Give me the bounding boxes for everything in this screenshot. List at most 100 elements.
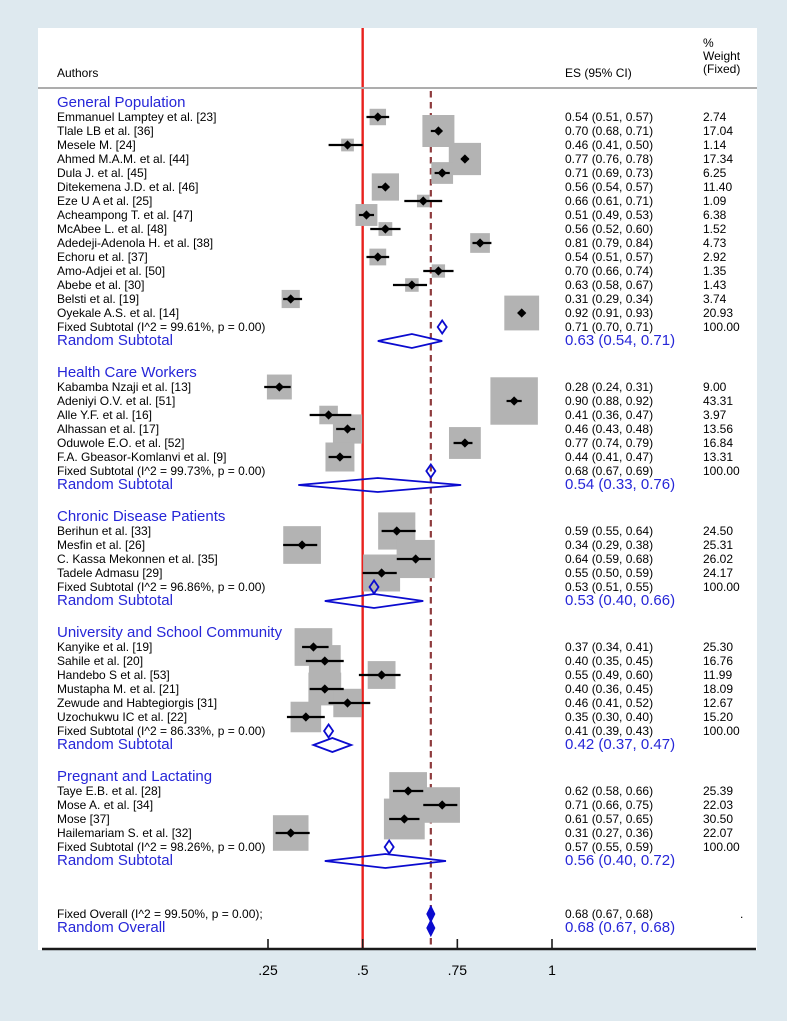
study-es-value: 0.35 (0.30, 0.40) bbox=[565, 710, 654, 724]
study-author-label: Adeniyi O.V. et al. [51] bbox=[57, 394, 176, 408]
study-weight-value: 16.84 bbox=[703, 436, 734, 450]
fixed-subtotal-diamond bbox=[425, 462, 437, 480]
study-es-value: 0.63 (0.58, 0.67) bbox=[565, 278, 654, 292]
point-estimate-marker bbox=[437, 168, 447, 178]
study-weight-value: 2.74 bbox=[703, 110, 727, 124]
study-author-label: Dula J. et al. [45] bbox=[57, 166, 148, 180]
fixed-subtotal-es-value: 0.53 (0.51, 0.55) bbox=[565, 580, 654, 594]
study-author-label: Alle Y.F. et al. [16] bbox=[57, 408, 152, 422]
point-estimate-marker bbox=[407, 280, 417, 290]
study-es-value: 0.70 (0.66, 0.74) bbox=[565, 264, 654, 278]
study-author-label: Mose A. et al. [34] bbox=[57, 798, 154, 812]
point-estimate-marker bbox=[437, 800, 447, 810]
fixed-subtotal-diamond bbox=[322, 722, 335, 740]
study-author-label: Ahmed M.A.M. et al. [44] bbox=[57, 152, 190, 166]
study-author-label: Belsti et al. [19] bbox=[57, 292, 140, 306]
study-weight-value: 1.14 bbox=[703, 138, 727, 152]
study-author-label: Kanyike et al. [19] bbox=[57, 640, 153, 654]
study-weight-value: 11.99 bbox=[703, 668, 733, 682]
point-estimate-marker bbox=[418, 196, 428, 206]
point-estimate-marker bbox=[377, 568, 387, 578]
study-weight-value: 22.07 bbox=[703, 826, 734, 840]
study-weight-value: 6.25 bbox=[703, 166, 727, 180]
random-subtotal-label: Random Subtotal bbox=[57, 332, 173, 349]
study-author-label: Kabamba Nzaji et al. [13] bbox=[57, 380, 192, 394]
study-weight-value: 15.20 bbox=[703, 710, 734, 724]
study-es-value: 0.70 (0.68, 0.71) bbox=[565, 124, 654, 138]
study-weight-value: 12.67 bbox=[703, 696, 734, 710]
fixed-subtotal-label: Fixed Subtotal (I^2 = 96.86%, p = 0.00) bbox=[57, 580, 266, 594]
point-estimate-marker bbox=[399, 814, 409, 824]
study-author-label: F.A. Gbeasor-Komlanvi et al. [9] bbox=[57, 450, 227, 464]
pooled-diamond-filled bbox=[426, 918, 436, 938]
study-es-value: 0.66 (0.61, 0.71) bbox=[565, 194, 654, 208]
study-author-label: Tlale LB et al. [36] bbox=[57, 124, 154, 138]
study-es-value: 0.81 (0.79, 0.84) bbox=[565, 236, 654, 250]
fixed-overall-label: Fixed Overall (I^2 = 99.50%, p = 0.00); bbox=[57, 907, 263, 921]
pooled-diamond-filled bbox=[426, 904, 436, 924]
study-es-value: 0.54 (0.51, 0.57) bbox=[565, 250, 654, 264]
study-weight-value: 1.09 bbox=[703, 194, 727, 208]
study-es-value: 0.40 (0.36, 0.45) bbox=[565, 682, 654, 696]
study-es-value: 0.28 (0.24, 0.31) bbox=[565, 380, 654, 394]
fixed-subtotal-es-value: 0.68 (0.67, 0.69) bbox=[565, 464, 654, 478]
pooled-diamond-open bbox=[298, 477, 462, 493]
study-author-label: Mesele M. [24] bbox=[57, 138, 136, 152]
point-markers-layer bbox=[274, 112, 527, 838]
fixed-subtotal-es-value: 0.57 (0.55, 0.59) bbox=[565, 840, 654, 854]
point-estimate-marker bbox=[509, 396, 519, 406]
study-author-label: Oduwole E.O. et al. [52] bbox=[57, 436, 185, 450]
fixed-subtotal-diamond bbox=[383, 838, 395, 856]
point-estimate-marker bbox=[373, 112, 383, 122]
study-weight-value: 1.52 bbox=[703, 222, 727, 236]
study-weight-value: 4.73 bbox=[703, 236, 727, 250]
study-weight-value: 24.17 bbox=[703, 566, 734, 580]
random-subtotal-label: Random Subtotal bbox=[57, 852, 173, 869]
point-estimate-marker bbox=[297, 540, 307, 550]
point-estimate-marker bbox=[308, 642, 319, 652]
study-author-label: Oyekale A.S. et al. [14] bbox=[57, 306, 180, 320]
point-estimate-marker bbox=[323, 410, 334, 420]
point-estimate-marker bbox=[342, 698, 353, 708]
fixed-subtotal-label: Fixed Subtotal (I^2 = 99.61%, p = 0.00) bbox=[57, 320, 266, 334]
point-estimate-marker bbox=[380, 182, 390, 192]
study-weight-value: 1.43 bbox=[703, 278, 727, 292]
point-estimate-marker bbox=[286, 294, 296, 304]
study-weight-value: 25.39 bbox=[703, 784, 734, 798]
study-es-value: 0.46 (0.43, 0.48) bbox=[565, 422, 654, 436]
point-estimate-marker bbox=[380, 224, 390, 234]
column-header-weight: % Weight (Fixed) bbox=[703, 37, 740, 76]
axis-tick-label: .75 bbox=[447, 962, 468, 978]
study-weight-value: 9.00 bbox=[703, 380, 727, 394]
fixed-subtotal-diamond bbox=[368, 578, 380, 596]
axis-tick-label: 1 bbox=[548, 962, 556, 978]
study-author-label: Uzochukwu IC et al. [22] bbox=[57, 710, 188, 724]
study-weight-value: 3.74 bbox=[703, 292, 727, 306]
study-author-label: Ditekemena J.D. et al. [46] bbox=[57, 180, 199, 194]
weight-header-line-1: % bbox=[703, 36, 714, 50]
study-es-value: 0.46 (0.41, 0.50) bbox=[565, 138, 654, 152]
study-author-label: Berihun et al. [33] bbox=[57, 524, 152, 538]
group-header: Health Care Workers bbox=[57, 364, 197, 381]
point-estimate-marker bbox=[433, 126, 443, 136]
fixed-subtotal-weight-value: 100.00 bbox=[703, 724, 740, 738]
diamonds-layer bbox=[298, 318, 462, 938]
point-estimate-marker bbox=[411, 554, 421, 564]
study-weight-value: 43.31 bbox=[703, 394, 734, 408]
study-author-label: Amo-Adjei et al. [50] bbox=[57, 264, 166, 278]
study-weight-value: 16.76 bbox=[703, 654, 734, 668]
fixed-overall-es-value: 0.68 (0.67, 0.68) bbox=[565, 907, 654, 921]
study-es-value: 0.92 (0.91, 0.93) bbox=[565, 306, 654, 320]
study-es-value: 0.44 (0.41, 0.47) bbox=[565, 450, 654, 464]
random-overall-es-value: 0.68 (0.67, 0.68) bbox=[565, 919, 676, 936]
random-subtotal-es-value: 0.54 (0.33, 0.76) bbox=[565, 476, 676, 493]
study-es-value: 0.71 (0.66, 0.75) bbox=[565, 798, 654, 812]
axis-tick-label: .25 bbox=[258, 962, 278, 978]
study-author-label: Abebe et al. [30] bbox=[57, 278, 145, 292]
point-estimate-marker bbox=[403, 786, 413, 796]
header-rule bbox=[38, 87, 757, 89]
point-estimate-marker bbox=[392, 526, 402, 536]
study-author-label: McAbee L. et al. [48] bbox=[57, 222, 168, 236]
fixed-subtotal-label: Fixed Subtotal (I^2 = 98.26%, p = 0.00) bbox=[57, 840, 266, 854]
